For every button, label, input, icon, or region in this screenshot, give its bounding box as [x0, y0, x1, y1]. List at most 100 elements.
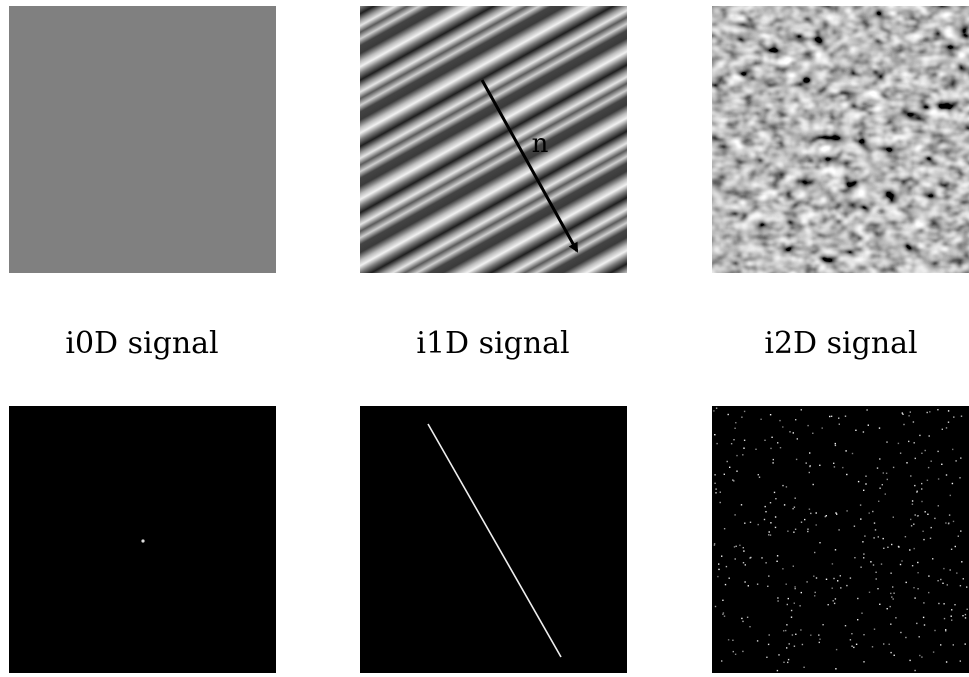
spectrum-dot — [802, 644, 803, 645]
spectrum-dot — [786, 647, 787, 648]
spectrum-dot — [731, 443, 732, 444]
spectrum-dot — [735, 422, 736, 423]
spectrum-dot — [906, 582, 907, 583]
spectrum-dot — [900, 632, 901, 633]
spectrum-dot — [923, 617, 924, 618]
spectrum-dot — [794, 646, 795, 647]
spectrum-dot — [835, 549, 836, 550]
spectrum-dot — [860, 567, 861, 568]
spectrum-dot — [963, 578, 964, 579]
spectrum-dot — [954, 604, 955, 605]
spectrum-dot — [748, 585, 749, 586]
spectrum-dot — [852, 453, 853, 454]
spectrum-dot — [801, 592, 802, 593]
spectrum-dot — [945, 630, 946, 631]
spectrum-dot — [913, 524, 914, 525]
spectrum-dot — [734, 514, 735, 515]
spectrum-dot — [914, 670, 915, 671]
spectrum-dot — [816, 524, 817, 525]
spectrum-dot — [932, 558, 933, 559]
spectrum-dot — [869, 592, 870, 593]
spectrum-dot — [947, 584, 948, 585]
spectrum-dot — [838, 418, 839, 419]
spectrum-dot — [816, 512, 817, 513]
spectrum-dot — [764, 440, 765, 441]
spectrum-dot — [718, 563, 719, 564]
spectrum-dot — [775, 527, 776, 528]
spectrum-dot — [814, 595, 815, 596]
spectrum-dot — [863, 431, 864, 432]
spectrum-dot — [835, 443, 836, 444]
spectrum-dot — [770, 534, 771, 535]
spectrum-dot — [878, 501, 879, 502]
spectrum-dot — [861, 613, 862, 614]
spectrum-dot — [785, 630, 786, 631]
spectrum-dot — [734, 428, 735, 429]
spectrum-dot — [965, 617, 966, 618]
spectrum-dot — [736, 455, 737, 456]
spectrum-dot — [948, 422, 949, 423]
spectrum-dot — [905, 637, 906, 638]
spectrum-dot — [965, 643, 966, 644]
spectrum-dot — [887, 479, 888, 480]
spectrum-dot — [879, 427, 880, 428]
spectrum-dot — [810, 513, 811, 514]
spectrum-dot — [890, 593, 891, 594]
spectrum-dot — [770, 448, 771, 449]
spectrum-dot — [834, 466, 835, 467]
spectrum-dot — [744, 411, 745, 412]
spectrum-dot — [747, 617, 748, 618]
spectrum-dot — [743, 550, 744, 551]
panel-label: i0D signal — [65, 326, 218, 361]
spectrum-dot — [809, 509, 810, 510]
spectrum-dot — [787, 531, 788, 532]
spectrum-dot — [788, 598, 789, 599]
spectrum-dot — [765, 562, 766, 563]
spectrum-dot — [744, 581, 745, 582]
spectrum-dot — [833, 600, 834, 601]
spectrum-dot — [842, 467, 843, 468]
spectrum-dot — [787, 604, 788, 605]
spectrum-dot — [797, 438, 798, 439]
spectrum-dot — [872, 646, 873, 647]
spectrum-dot — [940, 579, 941, 580]
spectrum-dot — [793, 432, 794, 433]
spectrum-dot — [835, 512, 836, 513]
spectrum-dot — [795, 634, 796, 635]
spectrum-dot — [745, 564, 746, 565]
spectrum-dot — [721, 556, 722, 557]
texture-fill — [712, 6, 969, 273]
spectrum-dot — [779, 420, 780, 421]
spectrum-dot — [925, 511, 926, 512]
spectrum-dot — [951, 616, 952, 617]
spectrum-dot — [953, 521, 954, 522]
spectrum-dot — [796, 459, 797, 460]
spectrum-dot — [955, 546, 956, 547]
spectrum-dot — [832, 588, 833, 589]
spectrum-dot — [959, 477, 960, 478]
spectrum-dot — [775, 498, 776, 499]
spectrum-dot — [914, 548, 915, 549]
spectrum-dot — [858, 481, 859, 482]
spectrum-dot — [891, 596, 892, 597]
spectrum-dot — [777, 600, 778, 601]
spectrum-dot — [758, 524, 759, 525]
spectrum-dot — [893, 598, 894, 599]
spectrum-dot — [723, 612, 724, 613]
spectrum-dot — [715, 606, 716, 607]
spectrum-dot — [890, 573, 891, 574]
spectrum-dot — [934, 518, 935, 519]
spectrum-dot — [862, 541, 863, 542]
spectrum-dot — [736, 471, 737, 472]
spectrum-dot — [919, 636, 920, 637]
spectrum-dot — [734, 546, 735, 547]
spectrum-dot — [735, 558, 736, 559]
spectrum-dot — [724, 528, 725, 529]
spectrum-dot — [874, 629, 875, 630]
spectrum-dot — [718, 569, 719, 570]
spectrum-dot — [819, 465, 820, 466]
spectrum-dot — [960, 530, 961, 531]
spectrum-dot — [943, 603, 944, 604]
spectrum-dot — [857, 598, 858, 599]
spectrum-dot — [783, 662, 784, 663]
